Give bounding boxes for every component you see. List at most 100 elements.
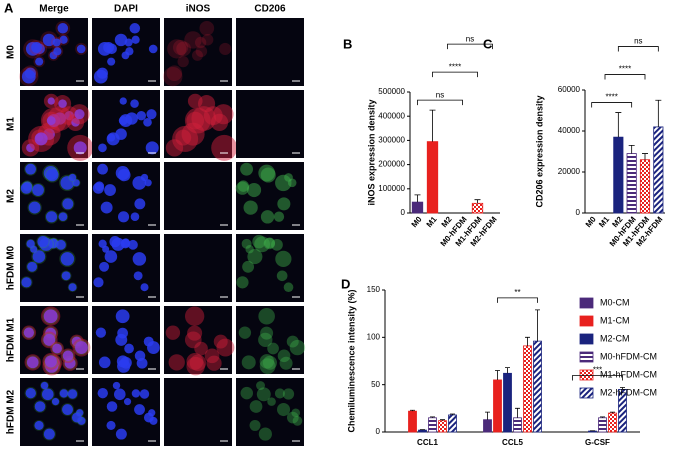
significance-label: ns bbox=[436, 90, 444, 99]
micrograph bbox=[236, 378, 304, 446]
nucleus bbox=[34, 401, 46, 412]
y-tick-label: 100 bbox=[367, 332, 381, 341]
nucleus bbox=[139, 389, 150, 399]
nucleus bbox=[98, 143, 107, 153]
cell-green bbox=[277, 403, 291, 417]
x-tick-label: CCL5 bbox=[502, 438, 523, 447]
nucleus bbox=[116, 355, 129, 368]
nucleus bbox=[117, 168, 131, 182]
micrograph-background bbox=[164, 90, 232, 158]
significance-bracket bbox=[417, 99, 463, 106]
legend-label: M0-CM bbox=[600, 297, 630, 307]
nucleus bbox=[146, 109, 157, 120]
nucleus bbox=[104, 184, 116, 196]
nucleus bbox=[25, 163, 36, 175]
nucleus bbox=[109, 236, 121, 248]
cell-red bbox=[191, 106, 217, 131]
cell-red bbox=[203, 106, 223, 126]
cell-green bbox=[289, 339, 306, 356]
nucleus bbox=[129, 23, 141, 34]
bar bbox=[653, 126, 664, 214]
y-tick-label: 20000 bbox=[558, 167, 581, 176]
y-tick-label: 60000 bbox=[558, 85, 581, 94]
legend-swatch bbox=[579, 315, 594, 327]
error-bar bbox=[414, 194, 421, 203]
y-tick-label: 300000 bbox=[378, 136, 405, 145]
cell-green bbox=[287, 178, 297, 188]
significance-bracket bbox=[591, 102, 633, 108]
cell-red bbox=[201, 33, 214, 46]
nucleus bbox=[67, 389, 78, 399]
cell-green bbox=[274, 388, 285, 399]
cell-red bbox=[211, 134, 238, 161]
bar bbox=[598, 417, 607, 433]
micrograph bbox=[20, 378, 88, 446]
micrograph-background bbox=[164, 162, 232, 230]
panel-label: C bbox=[483, 36, 493, 51]
nucleus bbox=[51, 398, 60, 406]
nucleus bbox=[107, 57, 116, 66]
x-tick-label: M1 bbox=[425, 214, 439, 229]
legend-swatch bbox=[579, 351, 594, 363]
cell-red bbox=[195, 45, 208, 58]
nucleus bbox=[34, 132, 48, 146]
cell-red bbox=[213, 104, 234, 125]
nucleus bbox=[25, 387, 36, 399]
significance-bracket bbox=[572, 375, 623, 381]
nucleus bbox=[147, 341, 160, 354]
cell-green bbox=[236, 276, 249, 289]
micrograph-background bbox=[164, 18, 232, 86]
cell-green bbox=[292, 416, 303, 426]
row-label: M1 bbox=[6, 117, 17, 131]
legend-label: M1-hFDM-CM bbox=[600, 369, 657, 379]
nucleus bbox=[104, 250, 118, 263]
cell-green bbox=[276, 270, 288, 282]
column-header: DAPI bbox=[114, 4, 138, 15]
error-bar bbox=[505, 367, 510, 374]
significance-label: ns bbox=[466, 34, 474, 43]
micrograph bbox=[92, 162, 160, 230]
nucleus bbox=[21, 69, 36, 84]
nucleus bbox=[124, 38, 133, 47]
nucleus bbox=[28, 201, 41, 214]
error-bar bbox=[450, 413, 455, 415]
y-tick-label: 40000 bbox=[558, 126, 581, 135]
nucleus bbox=[131, 389, 141, 398]
micrograph-background bbox=[164, 306, 232, 374]
cell-green bbox=[258, 164, 276, 182]
cell-green bbox=[249, 419, 261, 431]
nucleus bbox=[125, 47, 134, 56]
nucleus bbox=[115, 309, 130, 324]
error-bar bbox=[430, 416, 435, 418]
nucleus bbox=[52, 343, 62, 354]
micrograph bbox=[164, 90, 238, 161]
nucleus bbox=[98, 239, 107, 248]
y-tick-label: 0 bbox=[576, 208, 581, 217]
x-tick-label: G-CSF bbox=[585, 438, 610, 447]
nucleus bbox=[117, 211, 130, 223]
micrograph-background bbox=[236, 18, 304, 86]
cell-red bbox=[172, 125, 199, 152]
nucleus bbox=[128, 239, 138, 250]
nucleus bbox=[37, 236, 49, 248]
cell-green bbox=[271, 238, 283, 251]
nucleus bbox=[97, 163, 108, 175]
error-bar bbox=[440, 419, 445, 421]
significance-bracket bbox=[447, 43, 493, 50]
nucleus bbox=[140, 283, 149, 292]
nucleus bbox=[68, 283, 77, 292]
legend-swatch bbox=[579, 369, 594, 381]
micrograph bbox=[20, 234, 88, 302]
nucleus bbox=[123, 398, 132, 406]
bar bbox=[448, 414, 457, 433]
micrograph bbox=[19, 18, 88, 87]
nucleus bbox=[143, 118, 152, 127]
nucleus bbox=[148, 44, 158, 54]
bar bbox=[523, 345, 532, 433]
cell-green bbox=[259, 358, 276, 375]
cell-green bbox=[267, 397, 276, 406]
nucleus bbox=[26, 239, 35, 248]
cell-green bbox=[241, 355, 256, 370]
error-bar bbox=[610, 411, 615, 414]
significance-label: **** bbox=[619, 65, 631, 74]
